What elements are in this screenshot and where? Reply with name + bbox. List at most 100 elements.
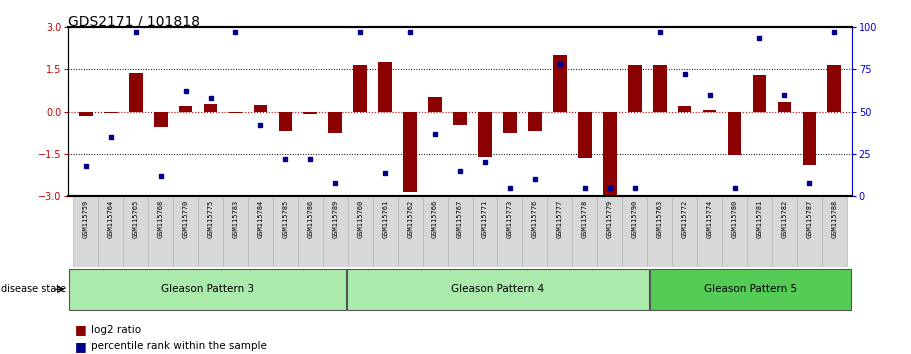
Bar — [69, 269, 345, 310]
Bar — [803, 112, 816, 165]
Bar — [329, 112, 343, 133]
Text: GSM115790: GSM115790 — [631, 200, 638, 238]
Bar — [473, 196, 497, 267]
Text: GSM115780: GSM115780 — [732, 200, 738, 238]
Text: GSM115766: GSM115766 — [432, 200, 438, 238]
Bar — [204, 104, 218, 112]
Bar — [322, 196, 348, 267]
Text: GSM115771: GSM115771 — [482, 200, 488, 238]
Bar — [378, 62, 392, 112]
Text: GSM115785: GSM115785 — [282, 200, 289, 238]
Text: GSM115787: GSM115787 — [806, 200, 813, 238]
Text: GSM115789: GSM115789 — [333, 200, 338, 238]
Text: GSM115760: GSM115760 — [357, 200, 363, 238]
Text: GSM115763: GSM115763 — [657, 200, 662, 238]
Bar — [528, 112, 542, 131]
Bar — [822, 196, 847, 267]
Bar — [453, 112, 467, 125]
Text: GSM115783: GSM115783 — [232, 200, 239, 238]
Bar — [697, 196, 722, 267]
Text: GSM115768: GSM115768 — [158, 200, 164, 238]
Bar — [522, 196, 548, 267]
Bar — [497, 196, 522, 267]
Bar — [253, 105, 267, 112]
Text: Gleason Pattern 3: Gleason Pattern 3 — [160, 284, 254, 295]
Bar — [428, 97, 442, 112]
Bar — [778, 102, 792, 112]
Text: GSM115772: GSM115772 — [681, 200, 688, 238]
Text: GSM115778: GSM115778 — [582, 200, 588, 238]
Bar — [747, 196, 772, 267]
Text: GSM115770: GSM115770 — [182, 200, 189, 238]
Bar — [650, 269, 851, 310]
Text: GSM115776: GSM115776 — [532, 200, 537, 238]
Bar — [128, 73, 142, 112]
Bar — [678, 107, 691, 112]
Text: GSM115786: GSM115786 — [307, 200, 313, 238]
Bar — [123, 196, 148, 267]
Text: ■: ■ — [75, 340, 87, 353]
Bar — [248, 196, 273, 267]
Bar — [273, 196, 298, 267]
Bar — [628, 65, 641, 112]
Bar — [598, 196, 622, 267]
Text: GDS2171 / 101818: GDS2171 / 101818 — [68, 14, 200, 28]
Text: percentile rank within the sample: percentile rank within the sample — [91, 341, 267, 351]
Bar — [752, 75, 766, 112]
Text: GSM115775: GSM115775 — [208, 200, 213, 238]
Text: GSM115788: GSM115788 — [832, 200, 837, 238]
Bar — [98, 196, 123, 267]
Bar — [622, 196, 647, 267]
Bar — [373, 196, 398, 267]
Bar — [672, 196, 697, 267]
Bar — [73, 196, 98, 267]
Bar — [772, 196, 797, 267]
Bar — [173, 196, 198, 267]
Text: GSM115782: GSM115782 — [782, 200, 787, 238]
Bar — [279, 112, 292, 131]
Text: GSM115762: GSM115762 — [407, 200, 414, 238]
Bar — [553, 55, 567, 112]
Bar — [647, 196, 672, 267]
Bar — [298, 196, 322, 267]
Text: GSM115767: GSM115767 — [457, 200, 463, 238]
Bar — [154, 112, 168, 127]
Bar — [797, 196, 822, 267]
Bar — [404, 112, 417, 192]
Bar — [303, 112, 317, 114]
Text: GSM115774: GSM115774 — [707, 200, 712, 238]
Bar — [728, 112, 742, 155]
Bar — [398, 196, 423, 267]
Text: GSM115761: GSM115761 — [383, 200, 388, 238]
Bar — [827, 65, 841, 112]
Bar — [503, 112, 517, 133]
Text: GSM115779: GSM115779 — [607, 200, 613, 238]
Bar — [79, 112, 93, 116]
Bar — [653, 65, 667, 112]
Bar — [447, 196, 473, 267]
Text: GSM115784: GSM115784 — [258, 200, 263, 238]
Bar — [353, 65, 367, 112]
Text: ■: ■ — [75, 324, 87, 336]
Text: GSM115759: GSM115759 — [83, 200, 88, 238]
Bar — [198, 196, 223, 267]
Text: Gleason Pattern 4: Gleason Pattern 4 — [452, 284, 545, 295]
Bar — [347, 269, 649, 310]
Bar — [722, 196, 747, 267]
Bar — [179, 107, 192, 112]
Text: GSM115781: GSM115781 — [756, 200, 763, 238]
Bar — [423, 196, 447, 267]
Bar — [229, 112, 242, 113]
Text: log2 ratio: log2 ratio — [91, 325, 141, 335]
Bar — [548, 196, 572, 267]
Text: GSM115764: GSM115764 — [107, 200, 114, 238]
Bar — [148, 196, 173, 267]
Text: Gleason Pattern 5: Gleason Pattern 5 — [704, 284, 797, 295]
Bar — [578, 112, 591, 158]
Text: GSM115777: GSM115777 — [557, 200, 563, 238]
Text: GSM115765: GSM115765 — [133, 200, 138, 238]
Bar — [478, 112, 492, 157]
Bar — [572, 196, 598, 267]
Bar — [104, 112, 118, 113]
Text: disease state: disease state — [1, 284, 66, 295]
